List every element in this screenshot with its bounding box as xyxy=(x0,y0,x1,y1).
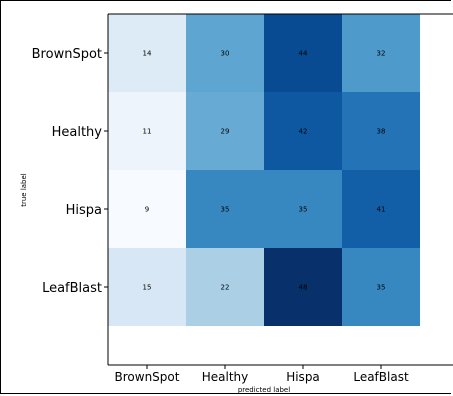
cell-value-label: 11 xyxy=(143,128,152,136)
y-tick-label: Hispa xyxy=(66,203,102,218)
cell-value-label: 15 xyxy=(143,284,152,292)
cell-value-label: 30 xyxy=(221,50,230,58)
cell-value-label: 14 xyxy=(143,50,152,58)
heatmap-cell xyxy=(186,170,264,248)
heatmap-cell xyxy=(264,170,342,248)
y-tick-label: LeafBlast xyxy=(42,281,102,296)
cell-value-label: 44 xyxy=(299,50,308,58)
axes xyxy=(107,13,453,366)
heatmap-cell xyxy=(186,14,264,92)
cell-value-label: 42 xyxy=(299,128,308,136)
cell-value-label: 35 xyxy=(299,206,308,214)
heatmap-cell xyxy=(108,92,186,170)
heatmap-cell xyxy=(342,170,420,248)
heatmap-cells xyxy=(108,14,420,326)
y-tick-label: Healthy xyxy=(52,125,103,140)
heatmap-cell-labels: 14 30 44 32 11 29 42 38 9 35 35 41 15 22 48 35 xyxy=(143,50,386,292)
heatmap-cell xyxy=(264,248,342,326)
heatmap-cell xyxy=(186,248,264,326)
x-tick-label: Hispa xyxy=(286,370,320,384)
heatmap-cell xyxy=(186,92,264,170)
cell-value-label: 35 xyxy=(221,206,230,214)
heatmap-cell xyxy=(342,92,420,170)
x-tick-label: BrownSpot xyxy=(115,370,180,384)
x-tick-label: Healthy xyxy=(202,370,249,384)
x-axis-label: predicted label xyxy=(238,386,290,394)
heatmap-cell xyxy=(108,248,186,326)
y-ticks: BrownSpot Healthy Hispa LeafBlast xyxy=(32,47,108,296)
cell-value-label: 32 xyxy=(377,50,386,58)
heatmap-cell xyxy=(108,14,186,92)
cell-value-label: 22 xyxy=(221,284,230,292)
cell-value-label: 48 xyxy=(299,284,308,292)
y-axis-label: true label xyxy=(20,173,28,207)
cell-value-label: 38 xyxy=(377,128,386,136)
cell-value-label: 9 xyxy=(145,206,149,214)
x-tick-label: LeafBlast xyxy=(353,370,409,384)
cell-value-label: 29 xyxy=(221,128,230,136)
heatmap-cell xyxy=(108,170,186,248)
heatmap-cell xyxy=(264,92,342,170)
x-ticks: BrownSpot Healthy Hispa LeafBlast xyxy=(115,365,409,384)
cell-value-label: 35 xyxy=(377,284,386,292)
heatmap-cell xyxy=(264,14,342,92)
heatmap-cell xyxy=(342,14,420,92)
cell-value-label: 41 xyxy=(377,206,386,214)
heatmap-cell xyxy=(342,248,420,326)
y-tick-label: BrownSpot xyxy=(32,47,102,62)
